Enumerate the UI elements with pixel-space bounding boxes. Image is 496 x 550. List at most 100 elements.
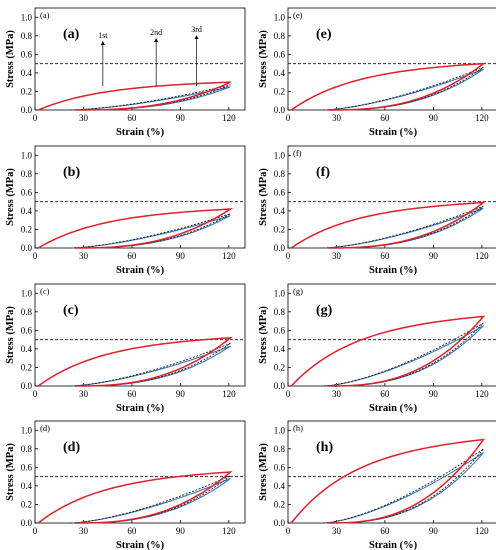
plot-frame: [34, 7, 246, 111]
panel-letter: (d): [63, 440, 80, 455]
y-tick-label: 0.6: [21, 462, 33, 472]
plot-frame: [34, 283, 246, 387]
y-tick-label: 0.0: [274, 381, 286, 391]
y-axis-label: Stress (MPa): [258, 306, 269, 364]
x-tick-label: 0: [33, 251, 38, 261]
x-tick-label: 0: [286, 389, 291, 399]
y-tick-label: 0.4: [21, 68, 33, 78]
y-tick-label: 0.2: [21, 499, 32, 509]
panel-letter: (f): [316, 165, 330, 180]
y-tick-label: 0.6: [21, 325, 33, 335]
x-tick-label: 60: [127, 526, 137, 536]
x-tick-label: 30: [79, 251, 89, 261]
chart-panel: 0.0 0.2 0.4 0.6 0.8 1.0 0 30 60 90 120 Strain (%) St…: [258, 7, 496, 138]
x-tick-label: 90: [176, 526, 186, 536]
series-line-cycle-1: [37, 81, 231, 111]
series-line-cycle-1: [290, 315, 486, 387]
panel-letter: (c): [63, 303, 79, 318]
series-line-cycle-2: [70, 213, 231, 249]
x-tick-label: 30: [332, 526, 342, 536]
x-axis-label: Strain (%): [369, 127, 418, 138]
x-axis-label: Strain (%): [369, 265, 418, 276]
x-tick-label: 120: [222, 389, 236, 399]
y-tick-label: 0.2: [274, 499, 285, 509]
panel-small-label: (e): [293, 10, 303, 20]
y-tick-label: 0.4: [274, 206, 286, 216]
x-tick-label: 90: [176, 251, 186, 261]
series-line-cycle-1: [290, 201, 486, 249]
y-tick-label: 0.8: [21, 31, 33, 41]
y-tick-label: 0.4: [274, 68, 286, 78]
y-tick-label: 0.6: [274, 49, 286, 59]
plot-frame: [34, 145, 246, 249]
panel-small-label: (d): [40, 423, 50, 433]
y-tick-label: 0.2: [274, 86, 285, 96]
y-tick-label: 0.0: [21, 105, 33, 115]
y-tick-label: 0.2: [21, 86, 32, 96]
x-tick-label: 60: [127, 251, 137, 261]
y-tick-label: 1.0: [21, 150, 33, 160]
y-tick-label: 1.0: [21, 12, 33, 22]
x-tick-label: 30: [79, 389, 89, 399]
x-tick-label: 30: [79, 113, 89, 123]
y-tick-label: 1.0: [21, 425, 33, 435]
y-tick-label: 0.8: [21, 307, 33, 317]
y-axis-label: Stress (MPa): [5, 443, 16, 501]
x-tick-label: 90: [429, 389, 439, 399]
series-line-cycle-1: [37, 336, 233, 387]
y-tick-label: 0.2: [274, 224, 285, 234]
y-axis-label: Stress (MPa): [258, 30, 269, 88]
y-tick-label: 0.4: [274, 481, 286, 491]
panel-letter: (h): [316, 440, 333, 455]
annotation-arrowhead: [154, 38, 159, 42]
series-line-cycle-2: [323, 448, 484, 524]
y-tick-label: 0.4: [21, 206, 33, 216]
x-tick-label: 30: [332, 251, 342, 261]
y-tick-label: 0.0: [274, 105, 286, 115]
annotation-arrowhead: [100, 41, 105, 45]
x-tick-label: 30: [332, 389, 342, 399]
x-tick-label: 90: [176, 113, 186, 123]
series-line-cycle-1: [37, 471, 233, 524]
chart-panel: 0.0 0.2 0.4 0.6 0.8 1.0 0 30 60 90 120 Strain (%) St…: [258, 283, 496, 414]
plot-frame: [287, 283, 496, 387]
panel-letter: (g): [316, 303, 333, 318]
panel-small-label: (g): [293, 286, 303, 296]
annotation-arrowhead: [194, 35, 199, 39]
y-tick-label: 0.6: [274, 187, 286, 197]
x-tick-label: 60: [380, 526, 390, 536]
y-tick-label: 0.4: [21, 344, 33, 354]
x-axis-label: Strain (%): [116, 540, 165, 550]
y-axis-label: Stress (MPa): [5, 168, 16, 226]
x-tick-label: 120: [475, 113, 489, 123]
x-tick-label: 60: [380, 389, 390, 399]
chart-panel: 0.0 0.2 0.4 0.6 0.8 1.0 0 30 60 90 120 Strain (%) St…: [5, 145, 246, 276]
y-tick-label: 0.2: [21, 224, 32, 234]
y-axis-label: Stress (MPa): [5, 306, 16, 364]
y-tick-label: 0.8: [21, 169, 33, 179]
x-tick-label: 0: [33, 389, 38, 399]
x-axis-label: Strain (%): [116, 403, 165, 414]
y-tick-label: 0.2: [21, 362, 32, 372]
panel-letter: (b): [63, 165, 80, 180]
plot-frame: [34, 420, 246, 524]
y-tick-label: 0.8: [21, 444, 33, 454]
x-tick-label: 90: [429, 113, 439, 123]
x-tick-label: 120: [475, 251, 489, 261]
chart-panel: 0.0 0.2 0.4 0.6 0.8 1.0 0 30 60 90 120 Strain (%) St…: [5, 7, 246, 138]
series-line-cycle-3: [323, 452, 484, 524]
panel-letter: (e): [316, 27, 332, 42]
y-tick-label: 0.0: [21, 518, 33, 528]
x-tick-label: 60: [380, 251, 390, 261]
series-line-cycle-1: [290, 62, 486, 111]
annotation-label: 1st: [98, 31, 108, 40]
plot-frame: [287, 420, 496, 524]
x-tick-label: 0: [33, 526, 38, 536]
y-tick-label: 0.8: [274, 307, 286, 317]
series-line-cycle-3: [323, 325, 484, 387]
chart-panel: 0.0 0.2 0.4 0.6 0.8 1.0 0 30 60 90 120 Strain (%) St…: [5, 283, 246, 414]
x-tick-label: 0: [286, 526, 291, 536]
x-tick-label: 30: [79, 526, 89, 536]
y-tick-label: 0.0: [21, 243, 33, 253]
